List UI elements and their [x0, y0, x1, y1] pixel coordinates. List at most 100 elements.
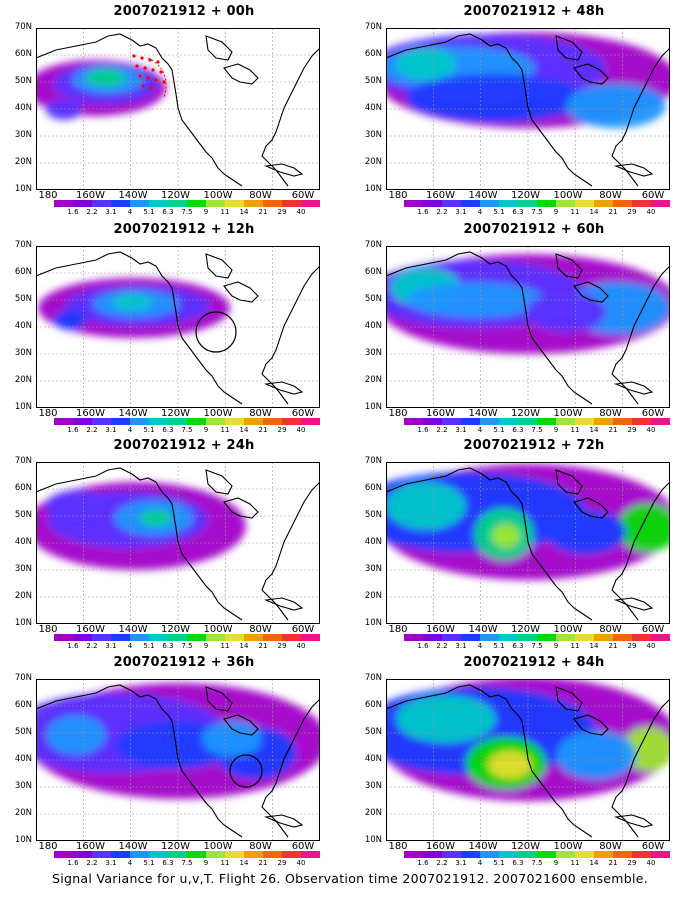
observation-circle: [195, 311, 237, 353]
coastline: [573, 714, 609, 736]
colorbar-label: 29: [627, 208, 637, 216]
colorbar-swatch: [54, 634, 73, 641]
longitude-tick-label: 140W: [118, 841, 148, 852]
colorbar-label: 6.3: [162, 208, 174, 216]
longitude-tick-label: 60W: [641, 624, 665, 635]
colorbar-label: 4: [477, 859, 483, 867]
colorbar-swatch: [518, 634, 537, 641]
latitude-tick-label: 40N: [364, 754, 382, 764]
latitude-tick-label: 10N: [14, 184, 32, 194]
colorbar: [54, 851, 320, 858]
colorbar-label: 9: [553, 208, 559, 216]
colorbar-swatch: [442, 200, 461, 207]
colorbar-label: 4: [477, 426, 483, 434]
colorbar-swatch: [130, 200, 149, 207]
colorbar-label: 9: [203, 859, 209, 867]
map-panel: 2007021912 + 24h 70N 60N 50N 40N 30N 20N 10N 18…: [4, 438, 334, 650]
colorbar-swatch: [613, 851, 632, 858]
colorbar-label: 11: [570, 208, 580, 216]
latitude-tick-label: 10N: [364, 618, 382, 628]
colorbar-swatch: [423, 851, 442, 858]
longitude-tick-label: 80W: [599, 190, 622, 201]
longitude-tick-label: 180: [38, 408, 58, 419]
coastline: [613, 163, 654, 177]
colorbar-swatch: [461, 851, 480, 858]
colorbar-swatch: [149, 418, 168, 425]
latitude-tick-label: 10N: [14, 402, 32, 412]
map-panel: 2007021912 + 48h 70N 60N 50N 40N 30N 20N 10N 18…: [354, 4, 684, 216]
latitude-tick-label: 20N: [364, 157, 382, 167]
colorbar-swatch: [613, 200, 632, 207]
map-panel: 2007021912 + 60h 70N 60N 50N 40N 30N 20N 10N 18…: [354, 222, 684, 434]
colorbar-swatch: [632, 851, 651, 858]
map-panel: 2007021912 + 12h 70N 60N 50N 40N 30N 20N 10N 18…: [4, 222, 334, 434]
colorbar-swatch: [404, 634, 423, 641]
colorbar-label: 11: [220, 208, 230, 216]
panel-title: 2007021912 + 36h: [113, 655, 255, 670]
longitude-tick-label: 100W: [553, 624, 583, 635]
latitude-tick-label: 40N: [14, 537, 32, 547]
colorbar-label: 40: [646, 642, 656, 650]
colorbar-swatch: [73, 200, 92, 207]
coastline: [611, 47, 670, 187]
latitude-tick-label: 40N: [14, 103, 32, 113]
colorbar-swatch: [168, 200, 187, 207]
colorbar-label: 14: [239, 426, 249, 434]
colorbar-swatch: [461, 200, 480, 207]
colorbar-label: 5.1: [143, 426, 155, 434]
colorbar-label: 11: [220, 642, 230, 650]
colorbar-swatch: [92, 418, 111, 425]
colorbar: [404, 634, 670, 641]
latitude-tick-label: 20N: [14, 375, 32, 385]
longitude-tick-label: 140W: [468, 841, 498, 852]
colorbar-swatch: [130, 634, 149, 641]
colorbar-swatch: [404, 851, 423, 858]
longitude-tick-label: 180: [38, 624, 58, 635]
colorbar-swatch: [244, 200, 263, 207]
latitude-tick-label: 50N: [14, 510, 32, 520]
flight-track: [147, 57, 167, 99]
colorbar-label: 4: [477, 208, 483, 216]
latitude-tick-label: 40N: [364, 321, 382, 331]
colorbar-swatch: [461, 418, 480, 425]
variance-contour: [140, 510, 172, 526]
map-panel: 2007021912 + 72h 70N 60N 50N 40N 30N 20N 10N 18…: [354, 438, 684, 650]
colorbar-swatch: [54, 851, 73, 858]
longitude-tick-label: 120W: [161, 624, 190, 635]
colorbar-swatch: [480, 634, 499, 641]
colorbar-label: 29: [277, 859, 287, 867]
colorbar-label: 4: [127, 426, 133, 434]
coastline: [386, 467, 593, 621]
map-area: [386, 462, 670, 624]
observation-point: [141, 84, 145, 88]
map-area: [386, 246, 670, 408]
colorbar-swatch: [244, 634, 263, 641]
colorbar-label: 14: [589, 426, 599, 434]
longitude-tick-label: 100W: [203, 408, 233, 419]
colorbar-label: 6.3: [512, 208, 524, 216]
colorbar-swatch: [632, 634, 651, 641]
latitude-tick-label: 60N: [364, 267, 382, 277]
longitude-tick-label: 160W: [76, 408, 105, 419]
variance-map: [386, 246, 670, 408]
coastline: [386, 33, 593, 187]
colorbar-swatch: [556, 418, 575, 425]
longitude-tick-label: 80W: [249, 408, 272, 419]
latitude-tick-label: 30N: [364, 564, 382, 574]
colorbar-swatch: [130, 851, 149, 858]
latitude-tick-label: 50N: [14, 76, 32, 86]
latitude-tick-label: 60N: [14, 700, 32, 710]
colorbar-label: 7.5: [181, 859, 193, 867]
colorbar-swatch: [263, 634, 282, 641]
colorbar-label: 9: [203, 426, 209, 434]
colorbar-label: 21: [608, 426, 618, 434]
colorbar-label: 9: [203, 208, 209, 216]
map-area: [386, 679, 670, 841]
coastline: [611, 265, 670, 405]
variance-map: [36, 28, 320, 190]
coastline: [261, 698, 320, 838]
coastline: [223, 714, 259, 736]
colorbar-label: 29: [627, 859, 637, 867]
map-panel: 2007021912 + 36h 70N 60N 50N 40N 30N 20N 10N 18…: [4, 655, 334, 867]
latitude-tick-label: 50N: [364, 294, 382, 304]
